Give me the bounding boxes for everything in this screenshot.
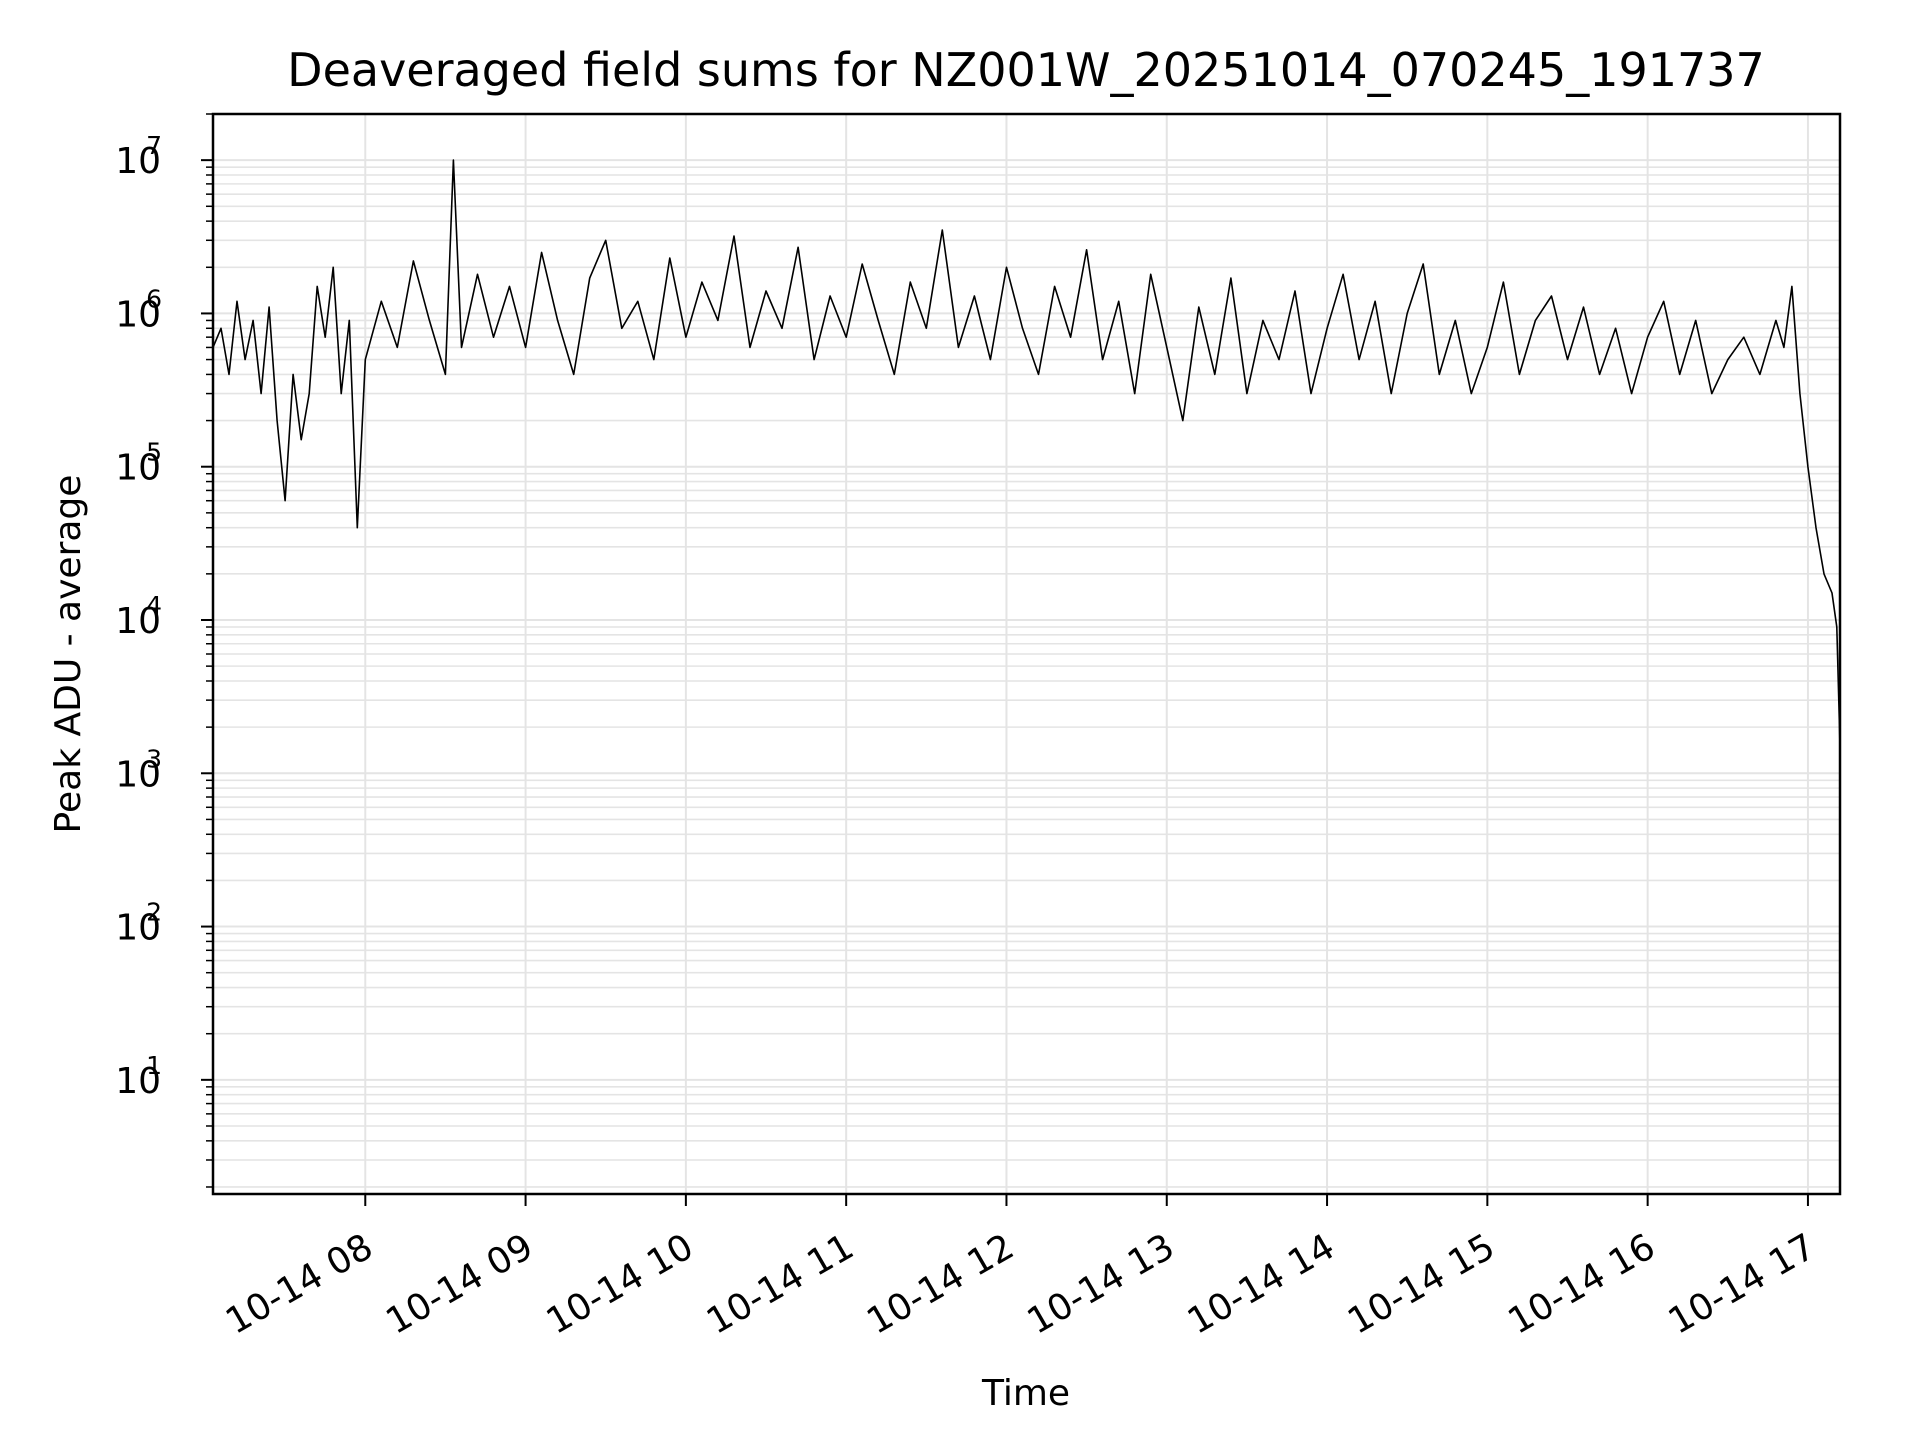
chart-title: Deaveraged field sums for NZ001W_2025101… bbox=[287, 43, 1765, 97]
y-tick-exponent: 4 bbox=[146, 591, 162, 620]
y-tick-exponent: 7 bbox=[146, 131, 162, 160]
y-tick-base: 10 bbox=[115, 448, 161, 489]
y-tick-exponent: 2 bbox=[146, 898, 162, 927]
y-tick-exponent: 6 bbox=[146, 284, 162, 313]
y-tick-label: 10 bbox=[115, 754, 161, 795]
y-tick-base: 10 bbox=[115, 294, 161, 335]
y-axis-label: Peak ADU - average bbox=[48, 475, 89, 834]
y-tick-exponent: 5 bbox=[146, 438, 162, 467]
y-tick-exponent: 1 bbox=[146, 1051, 162, 1080]
y-tick-label: 10 bbox=[115, 1061, 161, 1102]
y-tick-base: 10 bbox=[115, 601, 161, 642]
plot-area bbox=[212, 159, 1841, 747]
y-tick-exponent: 3 bbox=[146, 744, 162, 773]
y-tick-label: 10 bbox=[115, 141, 161, 182]
y-tick-label: 10 bbox=[115, 448, 161, 489]
y-tick-base: 10 bbox=[115, 908, 161, 949]
series-line bbox=[212, 159, 1841, 747]
y-tick-base: 10 bbox=[115, 141, 161, 182]
y-tick-label: 10 bbox=[115, 908, 161, 949]
y-tick-base: 10 bbox=[115, 1061, 161, 1102]
x-axis-label: Time bbox=[981, 1373, 1070, 1414]
y-tick-label: 10 bbox=[115, 294, 161, 335]
grid bbox=[213, 113, 1840, 1194]
y-tick-label: 10 bbox=[115, 601, 161, 642]
y-tick-base: 10 bbox=[115, 754, 161, 795]
